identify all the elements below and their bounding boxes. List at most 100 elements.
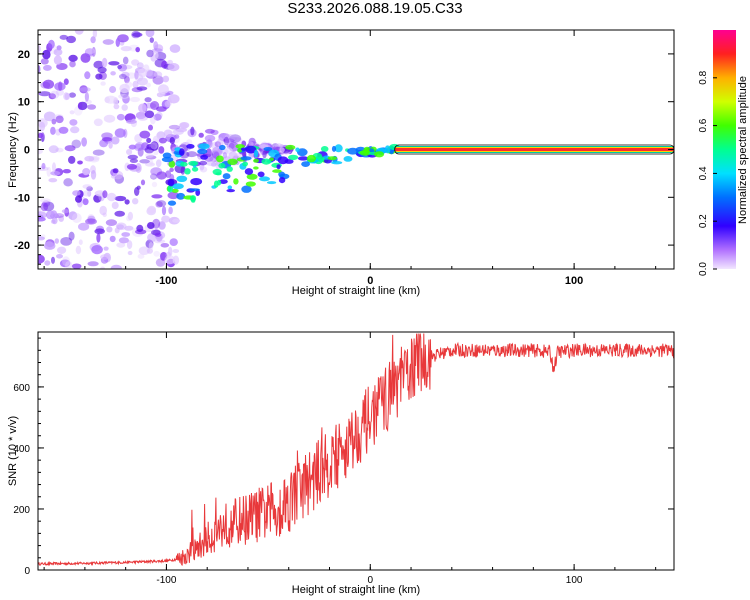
signal-blob	[276, 164, 281, 170]
noise-blob	[175, 127, 188, 133]
noise-blob	[125, 81, 133, 88]
signal-blob	[219, 179, 228, 185]
signal-blob	[168, 160, 176, 168]
noise-blob	[79, 87, 91, 92]
signal-blob	[278, 171, 285, 178]
noise-blob	[48, 178, 58, 183]
signal-blob	[288, 154, 299, 161]
signal-blob	[191, 166, 199, 172]
noise-blob	[77, 101, 88, 111]
noise-blob	[118, 94, 130, 99]
noise-blob	[153, 250, 160, 257]
noise-blob	[153, 150, 159, 156]
signal-blob	[176, 175, 188, 182]
noise-blob	[145, 152, 154, 159]
x-tick-label: 100	[566, 575, 583, 586]
noise-blob	[169, 167, 174, 172]
signal-blob	[227, 185, 233, 190]
noise-blob	[90, 36, 96, 44]
noise-blob	[61, 209, 70, 214]
noise-blob	[38, 132, 44, 139]
noise-blob	[129, 96, 141, 103]
noise-blob	[147, 205, 157, 214]
snr-frame	[37, 331, 675, 571]
colorbar: 0.0 0.2 0.4 0.6 0.8 Normalized spectral ampl…	[698, 30, 749, 276]
signal-blob	[222, 173, 231, 180]
noise-blob	[149, 37, 154, 43]
noise-blob	[199, 166, 208, 173]
noise-blob	[58, 81, 63, 91]
noise-blob	[58, 126, 69, 134]
signal-blob	[186, 144, 195, 149]
y-tick-label: 200	[13, 505, 30, 516]
noise-blob	[121, 104, 128, 111]
noise-blob	[168, 94, 180, 104]
noise-blob	[132, 80, 139, 89]
signal-blob	[263, 147, 273, 151]
noise-blob	[147, 233, 157, 243]
noise-blob	[172, 249, 180, 253]
noise-blob	[68, 54, 78, 62]
noise-blob	[87, 104, 97, 110]
signal-blob	[242, 161, 249, 167]
spectrogram-ylabel: Frequency (Hz)	[7, 112, 19, 188]
noise-blob	[140, 179, 146, 186]
noise-blob	[126, 240, 133, 250]
noise-blob	[84, 91, 89, 102]
spectrogram-image	[38, 30, 674, 269]
noise-blob	[158, 146, 165, 154]
signal-blob	[176, 192, 186, 200]
noise-blob	[42, 79, 55, 90]
noise-blob	[48, 39, 55, 49]
noise-blob	[127, 250, 133, 256]
signal-blob	[188, 188, 200, 192]
signal-blob	[241, 185, 252, 193]
noise-blob	[167, 191, 180, 200]
noise-blob	[68, 92, 76, 98]
noise-blob	[153, 41, 159, 51]
colorbar-tick-label: 0.2	[698, 214, 709, 228]
noise-blob	[82, 198, 89, 206]
noise-blob	[38, 236, 45, 241]
noise-blob	[64, 145, 76, 152]
noise-blob	[225, 134, 236, 142]
signal-blob	[343, 156, 353, 162]
noise-blob	[114, 128, 126, 138]
noise-blob	[101, 57, 108, 68]
colorbar-ticks: 0.0 0.2 0.4 0.6 0.8	[698, 70, 717, 276]
noise-blob	[81, 137, 87, 147]
noise-blob	[69, 60, 76, 68]
noise-blob	[136, 62, 144, 69]
noise-blob	[100, 254, 110, 260]
noise-blob	[132, 32, 143, 37]
noise-blob	[119, 83, 130, 94]
noise-blob	[82, 184, 92, 190]
noise-blob	[174, 134, 180, 139]
noise-blob	[146, 69, 154, 79]
noise-blob	[144, 110, 155, 119]
noise-blob	[99, 139, 108, 148]
noise-blob	[136, 185, 141, 190]
noise-blob	[92, 30, 98, 38]
noise-blob	[150, 142, 158, 150]
y-tick-label: 0	[24, 145, 30, 157]
noise-blob	[41, 162, 46, 170]
signal-blob	[272, 169, 282, 173]
noise-blob	[70, 126, 80, 134]
noise-blob	[132, 198, 139, 205]
noise-blob	[137, 116, 148, 121]
noise-blob	[43, 111, 56, 122]
noise-blob	[117, 34, 129, 43]
noise-blob	[118, 237, 129, 244]
signal-blob	[167, 179, 175, 187]
noise-blob	[85, 48, 96, 55]
noise-blob	[124, 225, 134, 231]
tone-ridge	[394, 148, 674, 151]
noise-blob	[102, 190, 108, 199]
noise-blob	[52, 162, 56, 173]
noise-blob	[146, 49, 154, 58]
noise-blob	[50, 90, 60, 99]
noise-blob	[131, 59, 140, 66]
noise-blob	[40, 202, 49, 212]
